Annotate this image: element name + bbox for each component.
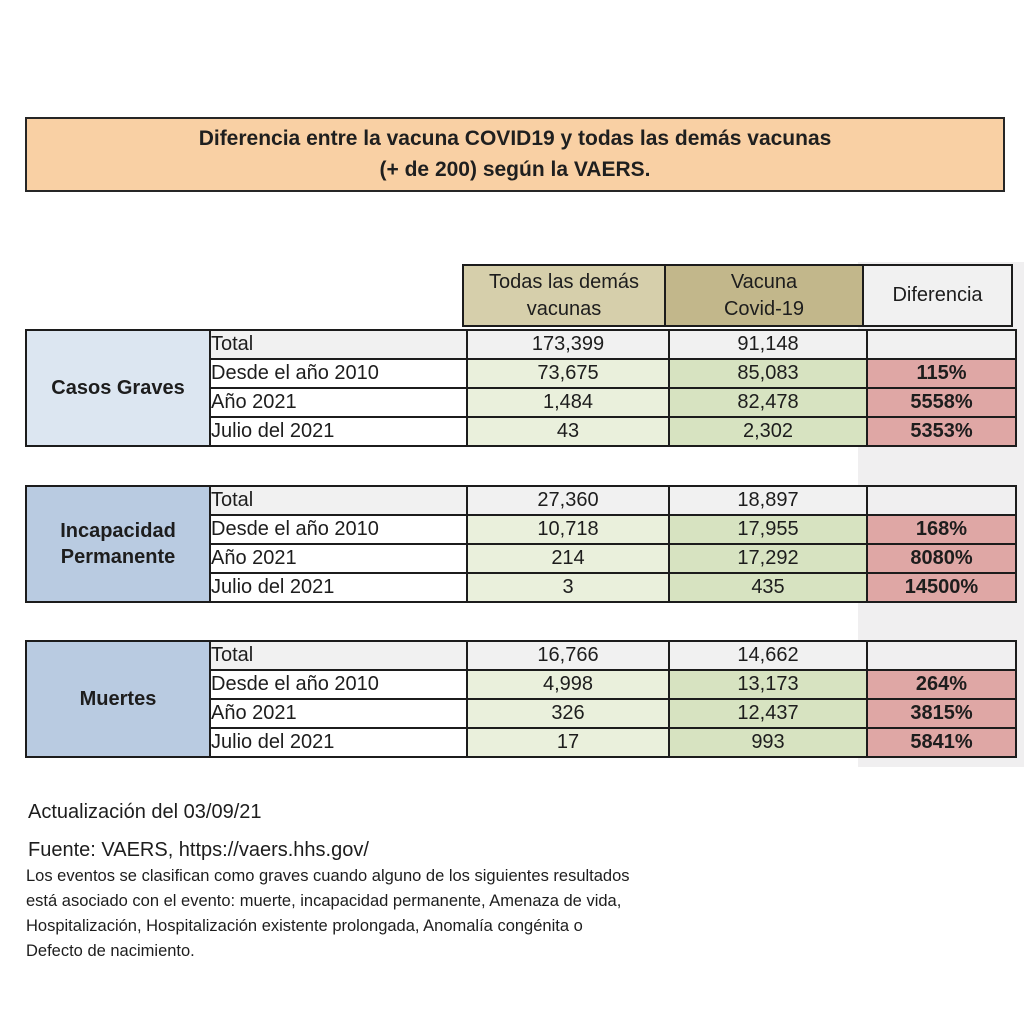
value-covid-vaccine: 435 [668, 572, 868, 603]
value-covid-vaccine: 18,897 [668, 485, 868, 516]
value-covid-vaccine: 17,955 [668, 514, 868, 545]
table-row: Casos Graves Total 173,399 91,148 [25, 329, 1017, 447]
value-difference: 14500% [866, 572, 1017, 603]
row-label: Julio del 2021 [209, 416, 468, 447]
column-header-other-vaccines: Todas las demás vacunas [462, 264, 666, 327]
group-label-muertes: Muertes [25, 640, 211, 758]
value-other-vaccines: 16,766 [466, 640, 670, 671]
value-covid-vaccine: 17,292 [668, 543, 868, 574]
value-other-vaccines: 214 [466, 543, 670, 574]
row-label: Julio del 2021 [209, 727, 468, 758]
value-covid-vaccine: 82,478 [668, 387, 868, 418]
table-row: Desde el año 2010 4,998 13,173 264% [26, 669, 1017, 700]
table-row: Año 2021 214 17,292 8080% [26, 543, 1017, 574]
value-covid-vaccine: 85,083 [668, 358, 868, 389]
value-covid-vaccine: 91,148 [668, 329, 868, 360]
update-date: Actualización del 03/09/21 [28, 801, 262, 823]
row-label: Julio del 2021 [209, 572, 468, 603]
value-difference: 3815% [866, 698, 1017, 729]
value-difference: 5353% [866, 416, 1017, 447]
value-other-vaccines: 27,360 [466, 485, 670, 516]
source-line: Fuente: VAERS, https://vaers.hhs.gov/ [28, 839, 369, 861]
column-header-difference: Diferencia [862, 264, 1013, 327]
value-difference: 8080% [866, 543, 1017, 574]
row-label: Desde el año 2010 [209, 669, 468, 700]
column-header-covid-vaccine: Vacuna Covid-19 [664, 264, 864, 327]
table-row: Muertes Total 16,766 14,662 [25, 640, 1017, 758]
value-difference: 168% [866, 514, 1017, 545]
row-label: Desde el año 2010 [209, 514, 468, 545]
column-header-row: Todas las demás vacunas Vacuna Covid-19 … [462, 264, 1013, 327]
value-other-vaccines: 173,399 [466, 329, 670, 360]
row-label: Total [209, 329, 468, 360]
value-difference: 115% [866, 358, 1017, 389]
value-covid-vaccine: 14,662 [668, 640, 868, 671]
row-label: Total [209, 640, 468, 671]
group-label-casos-graves: Casos Graves [25, 329, 211, 447]
value-other-vaccines: 10,718 [466, 514, 670, 545]
row-label: Año 2021 [209, 543, 468, 574]
value-other-vaccines: 1,484 [466, 387, 670, 418]
value-difference: 264% [866, 669, 1017, 700]
row-label: Desde el año 2010 [209, 358, 468, 389]
value-covid-vaccine: 12,437 [668, 698, 868, 729]
table-row: Año 2021 326 12,437 3815% [26, 698, 1017, 729]
group-label-incapacidad-permanente: Incapacidad Permanente [25, 485, 211, 603]
value-other-vaccines: 4,998 [466, 669, 670, 700]
value-difference-empty [866, 329, 1017, 360]
value-difference-empty [866, 640, 1017, 671]
table-row: Incapacidad Permanente Total 27,360 18,8… [25, 485, 1017, 603]
title-line-1: Diferencia entre la vacuna COVID19 y tod… [198, 127, 832, 150]
classification-note: Los eventos se clasifican como graves cu… [26, 867, 630, 960]
value-covid-vaccine: 13,173 [668, 669, 868, 700]
value-other-vaccines: 43 [466, 416, 670, 447]
value-other-vaccines: 326 [466, 698, 670, 729]
table-row: Año 2021 1,484 82,478 5558% [26, 387, 1017, 418]
value-difference-empty [866, 485, 1017, 516]
title-banner: Diferencia entre la vacuna COVID19 y tod… [25, 117, 1005, 192]
table-casos-graves: Casos Graves Total 173,399 91,148 Desde … [25, 329, 1017, 447]
value-difference: 5841% [866, 727, 1017, 758]
value-other-vaccines: 73,675 [466, 358, 670, 389]
table-muertes: Muertes Total 16,766 14,662 Desde el año… [25, 640, 1017, 758]
value-other-vaccines: 17 [466, 727, 670, 758]
row-label: Año 2021 [209, 698, 468, 729]
row-label: Año 2021 [209, 387, 468, 418]
title-line-2: (+ de 200) según la VAERS. [379, 158, 651, 181]
table-row: Julio del 2021 17 993 5841% [26, 727, 1017, 758]
row-label: Total [209, 485, 468, 516]
table-incapacidad-permanente: Incapacidad Permanente Total 27,360 18,8… [25, 485, 1017, 603]
value-difference: 5558% [866, 387, 1017, 418]
table-row: Julio del 2021 3 435 14500% [26, 572, 1017, 603]
value-covid-vaccine: 2,302 [668, 416, 868, 447]
value-covid-vaccine: 993 [668, 727, 868, 758]
table-row: Desde el año 2010 73,675 85,083 115% [26, 358, 1017, 389]
table-row: Julio del 2021 43 2,302 5353% [26, 416, 1017, 447]
table-row: Desde el año 2010 10,718 17,955 168% [26, 514, 1017, 545]
value-other-vaccines: 3 [466, 572, 670, 603]
